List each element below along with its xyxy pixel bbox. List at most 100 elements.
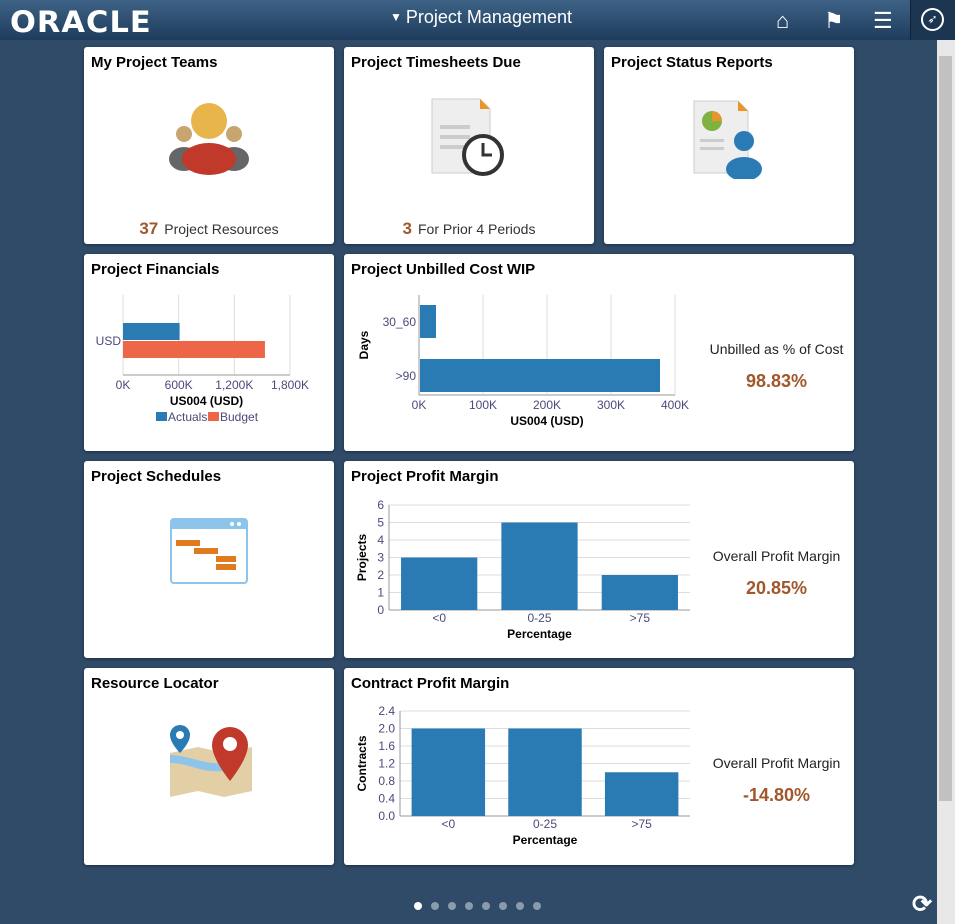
bar	[604, 772, 679, 816]
x-axis-title: US004 (USD)	[510, 414, 583, 428]
financials-chart: 0K 600K 1,200K 1,800K US004 (USD) USD Actuals B…	[96, 295, 309, 424]
flag-icon[interactable]: ⚑	[824, 8, 844, 33]
y-tick-label: 3	[377, 551, 384, 565]
header-bar: ORACLE ▼ Project Management ⌂ ⚑ ☰ ➶	[0, 0, 955, 40]
x-tick-label: 0K	[412, 398, 427, 412]
compass-icon: ➶	[921, 8, 944, 31]
tile-title: Project Unbilled Cost WIP	[351, 261, 536, 278]
page-dot[interactable]	[482, 902, 490, 910]
x-tick-label: 200K	[533, 398, 561, 412]
timesheet-clock-icon	[431, 98, 504, 176]
tile-resource-locator[interactable]: Resource Locator	[84, 668, 334, 865]
y-axis-title: Contracts	[355, 735, 369, 791]
tile-project-profit-margin[interactable]: Project Profit Margin 0 1 2 3 4 5 6 <0 0-25 >75 Pe…	[344, 461, 854, 658]
y-tick-label: >90	[396, 369, 417, 383]
page-dot[interactable]	[465, 902, 473, 910]
map-pin-icon	[169, 725, 252, 797]
menu-icon[interactable]: ☰	[873, 8, 893, 33]
y-tick-label: 0.8	[378, 774, 395, 788]
tile-project-schedules[interactable]: Project Schedules	[84, 461, 334, 658]
bar	[411, 728, 486, 816]
x-tick-label: 100K	[469, 398, 497, 412]
y-tick-label: USD	[96, 334, 122, 348]
refresh-icon[interactable]: ⟳	[912, 891, 933, 918]
tile-title: Resource Locator	[91, 675, 219, 692]
legend-swatch	[156, 412, 167, 421]
x-tick-label: 1,200K	[215, 378, 253, 392]
page-dot[interactable]	[448, 902, 456, 910]
y-tick-label: 1.6	[378, 739, 395, 753]
tile-project-timesheets-due[interactable]: Project Timesheets Due 3 For Prior 4 Peri…	[344, 47, 594, 244]
y-tick-label: 5	[377, 516, 384, 530]
page-dot[interactable]	[431, 902, 439, 910]
tile-my-project-teams[interactable]: My Project Teams 37 Project Resources	[84, 47, 334, 244]
page-indicator[interactable]	[414, 902, 541, 910]
caret-down-icon: ▼	[390, 10, 402, 24]
home-icon[interactable]: ⌂	[776, 8, 790, 33]
page-dot[interactable]	[499, 902, 507, 910]
profit-summary: Overall Profit Margin 20.85%	[712, 548, 841, 598]
tile-title: Contract Profit Margin	[351, 675, 510, 692]
y-tick-label: 0	[377, 603, 384, 617]
x-tick-label: 0K	[116, 378, 131, 392]
x-tick-label: 300K	[597, 398, 625, 412]
tile-project-unbilled-cost-wip[interactable]: Project Unbilled Cost WIP 0K 100K 200K 300K…	[344, 254, 854, 451]
bar-actuals	[123, 323, 180, 340]
y-tick-label: 30_60	[383, 315, 417, 329]
y-tick-label: 0.0	[378, 809, 395, 823]
tile-contract-profit-margin[interactable]: Contract Profit Margin 0.0 0.4 0.8 1.2 1.6 2.…	[344, 668, 854, 865]
bar	[601, 575, 678, 610]
page-dot[interactable]	[414, 902, 422, 910]
tile-title: Project Financials	[91, 261, 220, 278]
y-tick-label: 2.0	[378, 722, 395, 736]
x-axis-title: US004 (USD)	[170, 394, 243, 408]
status-report-icon	[693, 100, 762, 179]
navbar-button[interactable]: ➶	[910, 0, 955, 40]
profit-chart: 0 1 2 3 4 5 6 <0 0-25 >75 Percentage Projects	[355, 498, 690, 641]
bar	[508, 728, 582, 816]
y-tick-label: 4	[377, 533, 384, 547]
scrollbar-thumb[interactable]	[939, 56, 952, 801]
contract-chart: 0.0 0.4 0.8 1.2 1.6 2.0 2.4 <0 0-25 >75 Percentage…	[355, 704, 690, 847]
bar	[501, 522, 578, 610]
page-dot[interactable]	[516, 902, 524, 910]
timesheet-count: 3 For Prior 4 Periods	[402, 219, 536, 238]
contract-summary: Overall Profit Margin -14.80%	[712, 755, 841, 805]
tile-title: Project Profit Margin	[351, 468, 499, 485]
resource-count: 37 Project Resources	[139, 219, 279, 238]
y-tick-label: 1	[377, 586, 384, 600]
x-tick-label: 600K	[165, 378, 193, 392]
y-tick-label: 6	[377, 498, 384, 512]
y-tick-label: 0.4	[378, 792, 395, 806]
page-title-dropdown[interactable]: ▼ Project Management	[390, 7, 572, 28]
tile-title: Project Schedules	[91, 468, 222, 485]
x-tick-label: <0	[432, 611, 446, 625]
legend-swatch	[208, 412, 219, 421]
unbilled-summary: Unbilled as % of Cost 98.83%	[709, 341, 844, 391]
legend-label: Budget	[220, 410, 259, 424]
y-axis-title: Days	[357, 330, 371, 359]
tile-title: Project Timesheets Due	[351, 54, 521, 71]
x-tick-label: >75	[631, 817, 652, 831]
unbilled-chart: 0K 100K 200K 300K 400K US004 (USD) 30_60 >90 Day…	[357, 295, 689, 428]
y-tick-label: 2	[377, 568, 384, 582]
tile-title: Project Status Reports	[611, 54, 773, 71]
x-tick-label: 400K	[661, 398, 689, 412]
tile-project-financials[interactable]: Project Financials 0K 600K 1,200K 1,800K US0…	[84, 254, 334, 451]
gantt-schedule-icon	[170, 518, 248, 584]
tile-project-status-reports[interactable]: Project Status Reports	[604, 47, 854, 244]
y-tick-label: 2.4	[378, 704, 395, 718]
oracle-logo: ORACLE	[10, 5, 152, 39]
vertical-scrollbar[interactable]	[937, 40, 955, 924]
bar-budget	[123, 341, 265, 358]
legend-label: Actuals	[168, 410, 207, 424]
x-tick-label: 0-25	[527, 611, 551, 625]
x-tick-label: 1,800K	[271, 378, 309, 392]
x-tick-label: 0-25	[533, 817, 557, 831]
page-title: Project Management	[405, 7, 572, 27]
x-tick-label: >75	[630, 611, 651, 625]
y-axis-title: Projects	[355, 533, 369, 581]
page-dot[interactable]	[533, 902, 541, 910]
team-icon	[169, 103, 249, 175]
bar	[401, 557, 478, 610]
